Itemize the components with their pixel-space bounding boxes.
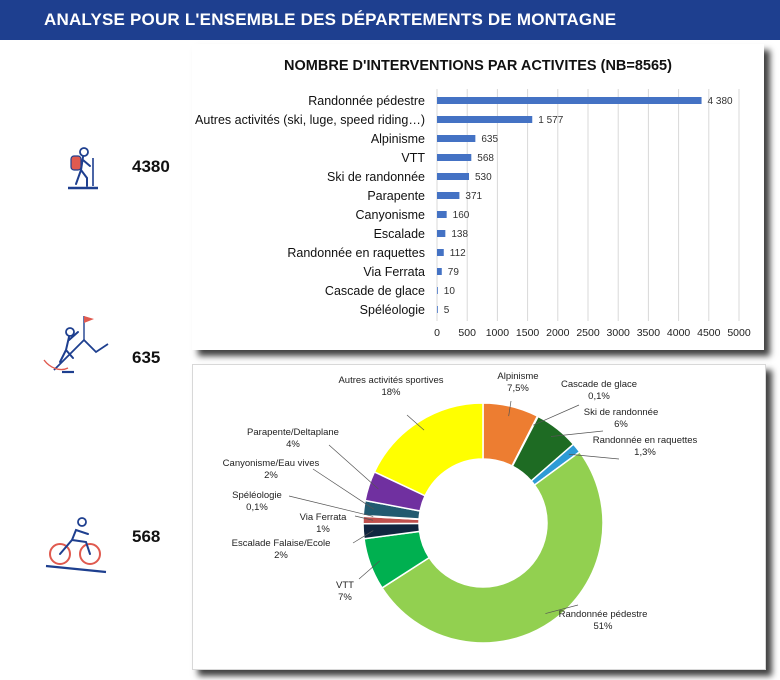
leader-line <box>312 468 375 510</box>
slice-name-label: Cascade de glace <box>561 379 637 390</box>
x-tick-label: 4000 <box>667 327 691 339</box>
bar-value-label: 112 <box>450 248 466 259</box>
bar-chart-title: NOMBRE D'INTERVENTIONS PAR ACTIVITES (NB… <box>284 58 672 74</box>
x-tick-label: 4500 <box>697 327 721 339</box>
x-tick-label: 3000 <box>607 327 631 339</box>
category-label: Canyonisme <box>356 208 426 222</box>
slice-pct-label: 1,3% <box>634 447 656 458</box>
leader-line <box>354 515 374 521</box>
slice-name-label: Escalade Falaise/Ecole <box>232 538 331 549</box>
slice-name-label: Via Ferrata <box>300 512 348 523</box>
bar-value-label: 79 <box>448 267 460 278</box>
x-tick-label: 0 <box>434 327 440 339</box>
slice-pct-label: 51% <box>593 621 613 632</box>
category-label: Parapente <box>367 189 425 203</box>
page-header: ANALYSE POUR L'ENSEMBLE DES DÉPARTEMENTS… <box>0 0 780 40</box>
hiker-icon <box>68 147 98 190</box>
leader-line <box>288 495 374 517</box>
leader-line <box>545 604 579 614</box>
slice-pct-label: 2% <box>274 550 288 561</box>
category-label: Via Ferrata <box>363 265 425 279</box>
bar <box>437 306 438 313</box>
bar <box>437 116 533 123</box>
bar-value-label: 138 <box>451 229 468 240</box>
bar <box>437 154 472 161</box>
bar <box>437 287 438 294</box>
donut-slice <box>373 402 484 497</box>
slice-name-label: Canyonisme/Eau vives <box>223 458 320 469</box>
x-tick-label: 2500 <box>576 327 600 339</box>
bar-value-label: 4 380 <box>708 96 733 107</box>
leader-line <box>352 530 374 544</box>
climber-icon <box>43 316 109 374</box>
leader-line <box>406 414 425 431</box>
bar-chart-card: NOMBRE D'INTERVENTIONS PAR ACTIVITES (NB… <box>192 44 764 350</box>
stat-alpinisme: 635 <box>132 348 161 367</box>
slice-name-label: Randonnée en raquettes <box>593 435 698 446</box>
slice-pct-label: 6% <box>614 419 628 430</box>
slice-name-label: Alpinisme <box>497 371 538 382</box>
slice-pct-label: 7,5% <box>507 383 529 394</box>
page-title: ANALYSE POUR L'ENSEMBLE DES DÉPARTEMENTS… <box>44 10 617 29</box>
slice-pct-label: 4% <box>286 439 300 450</box>
bar <box>437 230 446 237</box>
leader-line <box>568 453 620 460</box>
slice-name-label: Autres activités sportives <box>338 375 443 386</box>
leader-line <box>550 430 604 437</box>
bar-value-label: 160 <box>453 210 470 221</box>
category-label: Autres activités (ski, luge, speed ridin… <box>195 113 425 127</box>
x-tick-label: 3500 <box>637 327 661 339</box>
x-tick-label: 1500 <box>516 327 540 339</box>
bar-value-label: 530 <box>475 172 492 183</box>
leader-line <box>533 404 580 426</box>
slice-name-label: Spéléologie <box>232 490 282 501</box>
x-tick-label: 500 <box>458 327 476 339</box>
bar <box>437 97 702 104</box>
category-label: Spéléologie <box>360 303 425 317</box>
bar-chart: 0 500 1000 1500 2000 2500 3000 3500 4000 4500 5000… <box>195 89 751 339</box>
slice-pct-label: 1% <box>316 524 330 535</box>
slice-name-label: Randonnée pédestre <box>559 609 648 620</box>
stat-hiking: 4380 <box>132 157 170 176</box>
slice-name-label: Parapente/Deltaplane <box>247 427 339 438</box>
category-label: Alpinisme <box>371 132 425 146</box>
bar <box>437 135 476 142</box>
slice-pct-label: 7% <box>338 592 352 603</box>
bar-value-label: 5 <box>444 305 450 316</box>
bar-value-label: 1 577 <box>538 115 563 126</box>
x-tick-label: 1000 <box>486 327 510 339</box>
slice-name-label: VTT <box>336 580 354 591</box>
bar <box>437 211 447 218</box>
slice-name-label: Ski de randonnée <box>584 407 658 418</box>
bar <box>437 192 460 199</box>
category-label: Cascade de glace <box>325 284 425 298</box>
leader-line <box>508 400 512 417</box>
category-label: VTT <box>401 151 425 165</box>
bar <box>437 249 444 256</box>
bar-value-label: 635 <box>481 134 498 145</box>
slice-pct-label: 0,1% <box>588 391 610 402</box>
leader-line <box>358 560 380 580</box>
donut-slice <box>381 450 604 644</box>
bar <box>437 173 470 180</box>
category-label: Randonnée en raquettes <box>287 246 425 260</box>
leader-line <box>328 444 379 490</box>
x-tick-label: 5000 <box>727 327 751 339</box>
category-label: Ski de randonnée <box>327 170 425 184</box>
mountain-biker-icon <box>45 517 107 574</box>
x-tick-label: 2000 <box>546 327 570 339</box>
donut-chart-card: Alpinisme 7,5% Cascade de glace 0,1% Ski de … <box>192 364 766 670</box>
bar-value-label: 371 <box>465 191 482 202</box>
slice-pct-label: 18% <box>381 387 401 398</box>
bar-value-label: 568 <box>477 153 494 164</box>
category-label: Escalade <box>374 227 425 241</box>
bar <box>437 268 442 275</box>
slice-pct-label: 0,1% <box>246 502 268 513</box>
slice-pct-label: 2% <box>264 470 278 481</box>
bar-value-label: 10 <box>444 286 456 297</box>
category-label: Randonnée pédestre <box>308 94 425 108</box>
stat-vtt: 568 <box>132 527 161 546</box>
